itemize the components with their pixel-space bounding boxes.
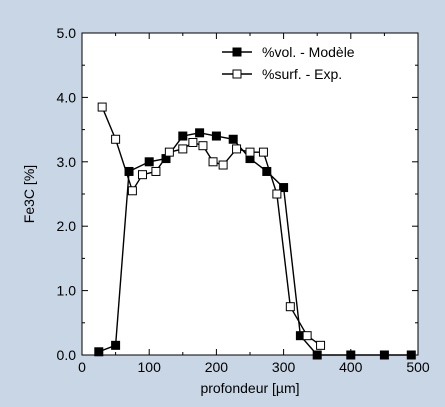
legend-label: %surf. - Exp. bbox=[262, 66, 342, 82]
x-tick-label: 400 bbox=[339, 359, 363, 375]
open-square-marker bbox=[285, 302, 295, 312]
open-square-marker bbox=[302, 331, 312, 341]
open-square-marker bbox=[151, 166, 161, 176]
y-tick-label: 0.0 bbox=[57, 347, 77, 363]
open-square-marker bbox=[111, 134, 121, 144]
open-square-marker bbox=[218, 160, 228, 170]
filled-square-marker bbox=[195, 128, 205, 138]
filled-square-marker bbox=[94, 347, 104, 357]
y-tick-label: 2.0 bbox=[57, 218, 77, 234]
filled-square-marker bbox=[211, 131, 221, 141]
filled-square-marker bbox=[111, 340, 121, 350]
open-square-marker bbox=[127, 186, 137, 196]
filled-square-marker bbox=[124, 166, 134, 176]
open-square-marker bbox=[198, 141, 208, 151]
x-axis-label: profondeur [µm] bbox=[200, 380, 299, 396]
y-tick-label: 1.0 bbox=[57, 283, 77, 299]
series-layer bbox=[94, 102, 416, 360]
filled-square-marker bbox=[312, 350, 322, 360]
open-square-marker bbox=[208, 157, 218, 167]
legend-marker bbox=[232, 69, 242, 79]
filled-square-marker bbox=[144, 157, 154, 167]
legend-label: %vol. - Modèle bbox=[262, 44, 355, 60]
y-tick-label: 5.0 bbox=[57, 25, 77, 41]
open-square-marker bbox=[245, 147, 255, 157]
x-tick-label: 500 bbox=[406, 359, 430, 375]
x-tick-label: 200 bbox=[205, 359, 229, 375]
open-square-marker bbox=[272, 189, 282, 199]
filled-square-marker bbox=[379, 350, 389, 360]
open-square-marker bbox=[178, 144, 188, 154]
filled-square-marker bbox=[346, 350, 356, 360]
plot-area bbox=[81, 32, 419, 356]
y-tick-label: 4.0 bbox=[57, 89, 77, 105]
open-square-marker bbox=[137, 170, 147, 180]
open-square-marker bbox=[232, 144, 242, 154]
open-square-marker bbox=[97, 102, 107, 112]
filled-square-marker bbox=[262, 166, 272, 176]
tick-layer: 0 100 200 300 400 500 0.0 1.0 2.0 3.0 4.0 5.0 bbox=[57, 25, 430, 375]
y-axis-label: Fe3C [%] bbox=[21, 165, 37, 223]
filled-square-marker bbox=[406, 350, 416, 360]
x-tick-label: 0 bbox=[78, 359, 86, 375]
open-square-marker bbox=[258, 147, 268, 157]
y-tick-label: 3.0 bbox=[57, 154, 77, 170]
x-tick-label: 100 bbox=[138, 359, 162, 375]
open-square-marker bbox=[188, 137, 198, 147]
filled-square-marker bbox=[178, 131, 188, 141]
legend-marker bbox=[232, 47, 242, 57]
legend: %vol. - Modèle %surf. - Exp. bbox=[222, 44, 355, 82]
filled-square-marker bbox=[228, 134, 238, 144]
open-square-marker bbox=[316, 340, 326, 350]
filled-square-marker bbox=[279, 183, 289, 193]
x-tick-label: 300 bbox=[272, 359, 296, 375]
open-square-marker bbox=[164, 147, 174, 157]
